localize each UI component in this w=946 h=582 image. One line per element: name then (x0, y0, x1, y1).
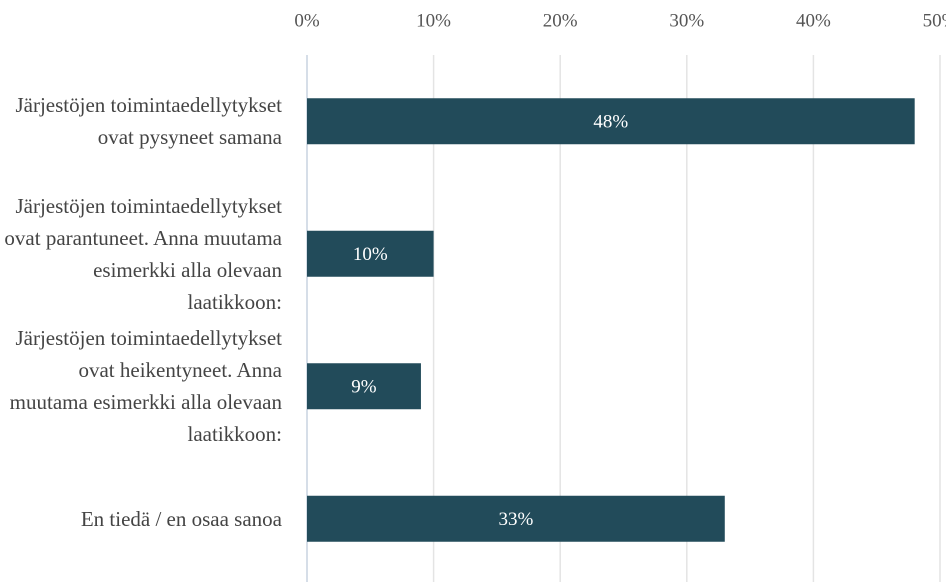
data-label: 33% (498, 509, 533, 530)
bar (307, 98, 915, 145)
y-tick-label: En tiedä / en osaa sanoa (80, 506, 282, 531)
x-tick-label: 20% (543, 10, 578, 31)
x-tick-label: 50% (923, 10, 946, 31)
bar (307, 495, 725, 542)
data-label: 10% (353, 244, 388, 265)
data-label: 48% (593, 112, 628, 133)
bar (307, 363, 421, 410)
bar (307, 230, 434, 277)
y-tick-label: Järjestöjen toimintaedellytykset ovat he… (9, 326, 282, 447)
x-tick-label: 10% (416, 10, 451, 31)
y-tick-label: Järjestöjen toimintaedellytykset ovat py… (15, 93, 282, 150)
x-tick-label: 30% (669, 10, 704, 31)
y-tick-label: Järjestöjen toimintaedellytykset ovat pa… (4, 193, 282, 314)
data-label: 9% (351, 377, 377, 398)
x-tick-label: 0% (294, 10, 320, 31)
x-tick-label: 40% (796, 10, 831, 31)
